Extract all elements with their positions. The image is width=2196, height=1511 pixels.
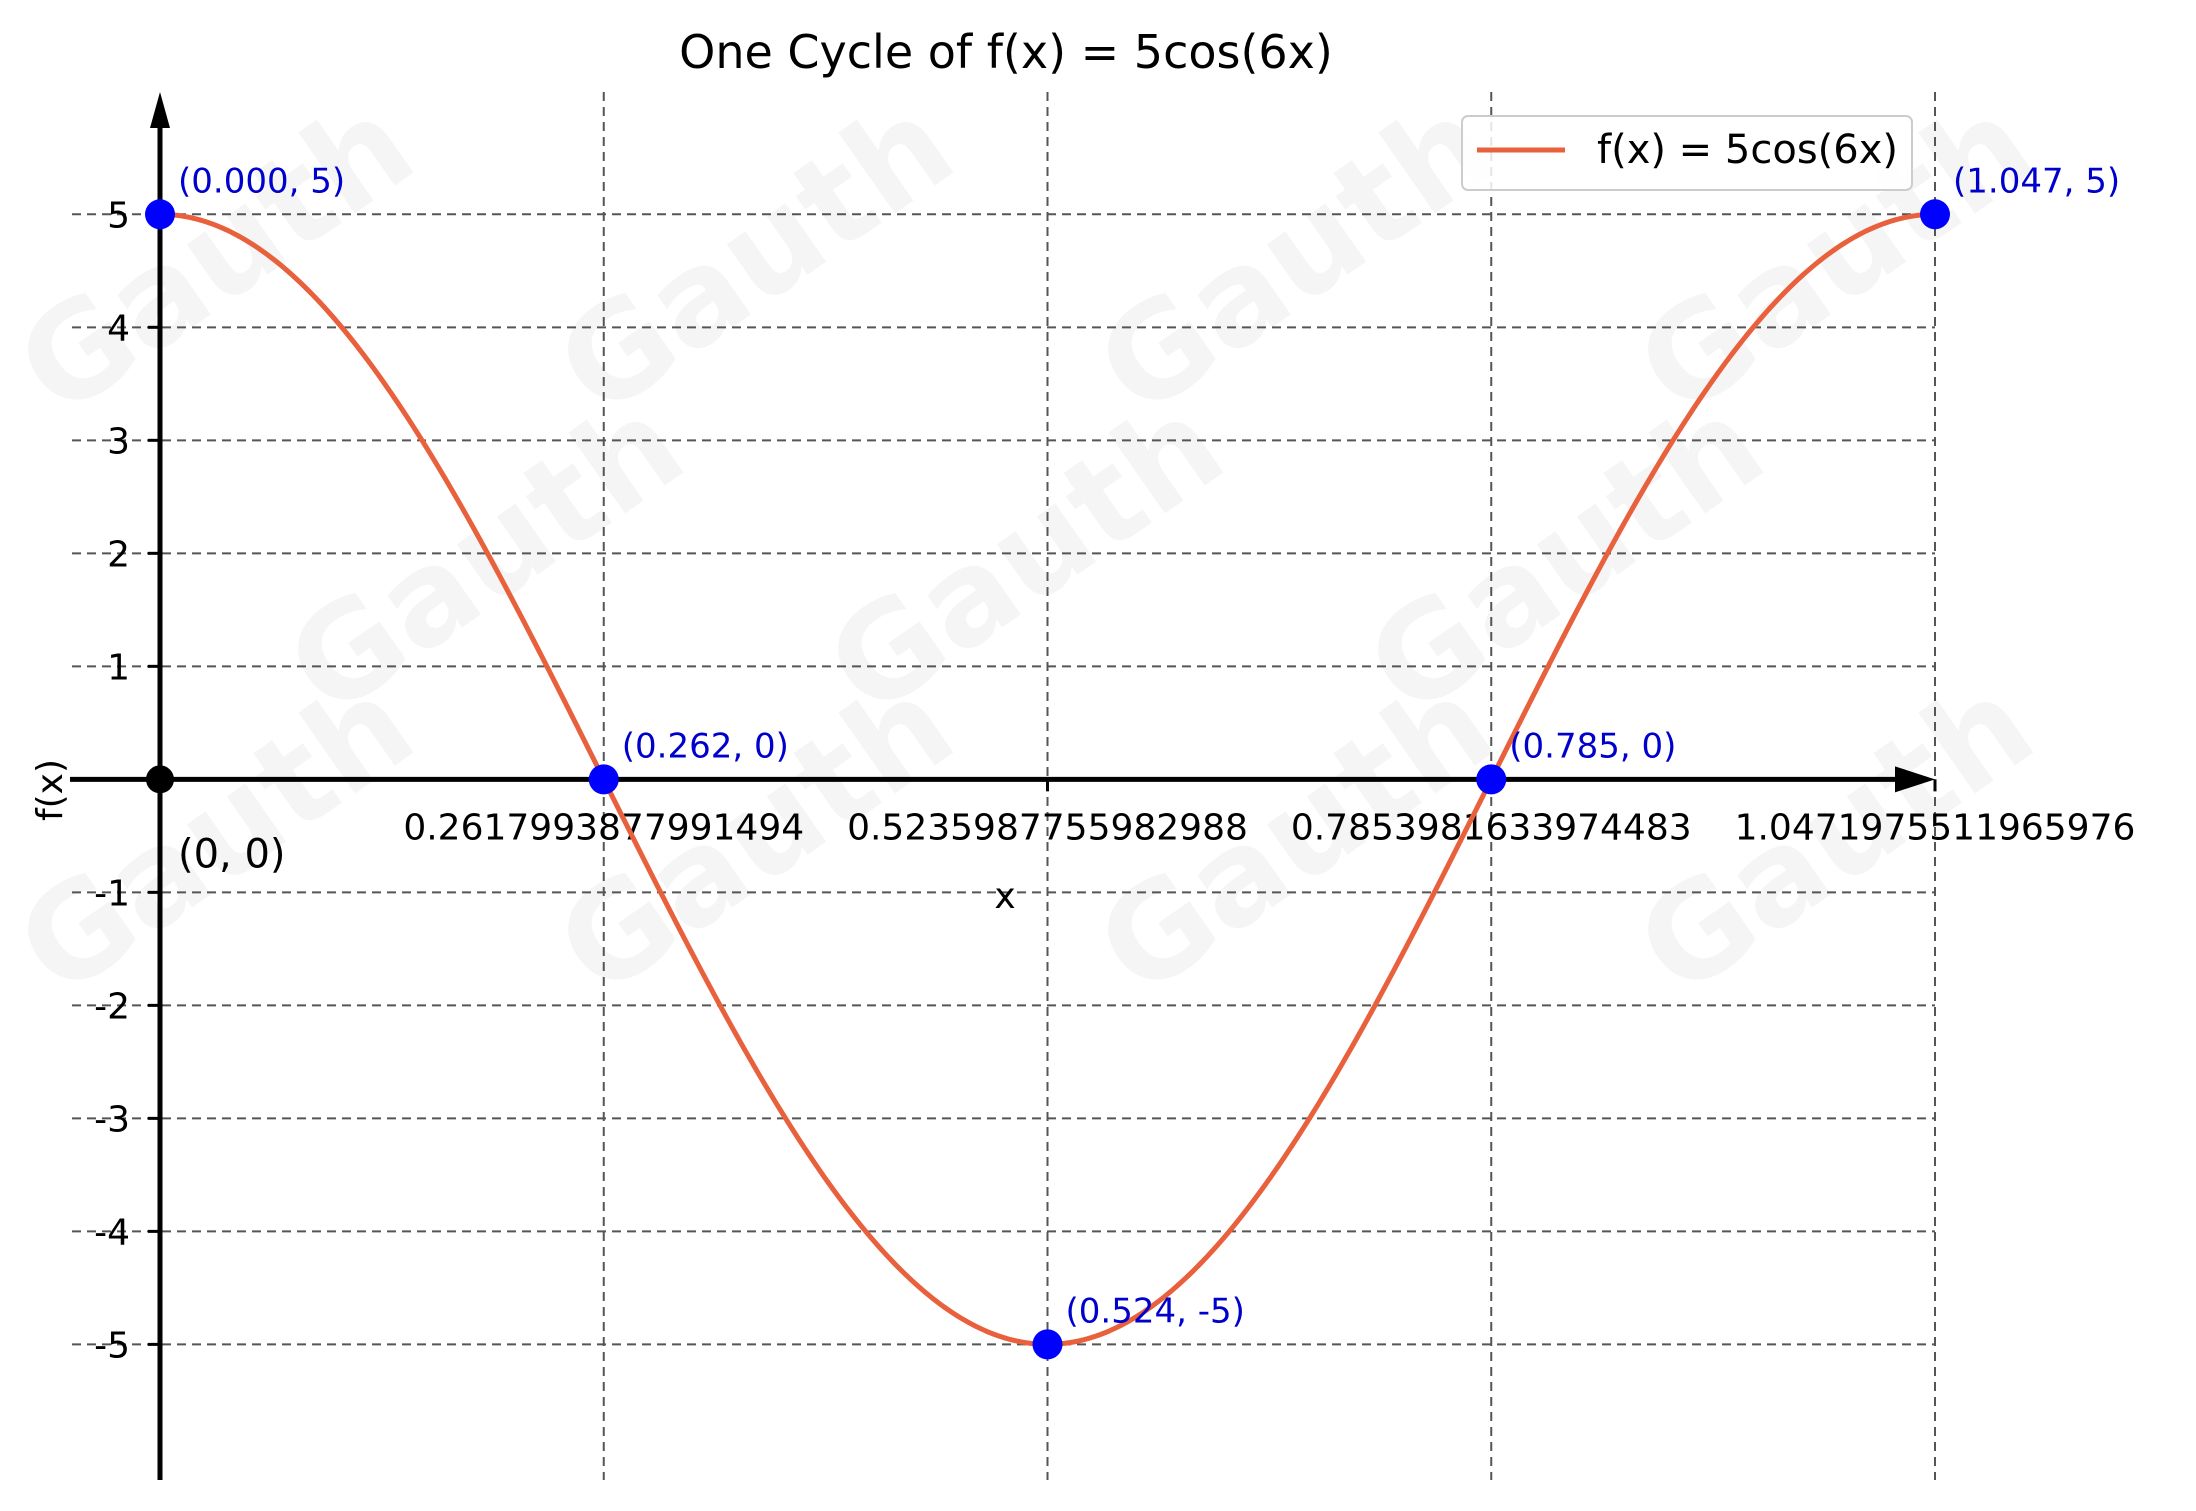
watermark-9: Gauth [801,368,1250,746]
key-point-label-3: (0.785, 0) [1509,726,1676,766]
y-tick-label-1: -1 [94,873,130,914]
x-tick-labels: 0.2617993877991494 0.5235987755982988 0.78… [403,807,2135,848]
y-tick-label-5: 5 [107,195,130,236]
x-tick-label-1-0471975511965976: 1.0471975511965976 [1735,807,2136,848]
x-axis-arrow [1895,766,1935,793]
origin-label: (0, 0) [178,831,286,877]
y-tick-label-3: 3 [107,421,130,462]
origin-point [146,765,174,794]
y-tick-label-2: 2 [107,534,130,575]
key-point-label-4: (1.047, 5) [1953,161,2120,201]
y-tick-label-4: -4 [94,1212,130,1253]
legend: f(x) = 5cos(6x) [1461,115,1913,191]
x-tick-label-0-7853981633974483: 0.7853981633974483 [1291,807,1692,848]
key-point-0 [145,199,175,230]
y-tick-labels: 5 4 3 2 1 -1 -2 -3 -4 -5 [94,195,130,1366]
key-point-2 [1032,1329,1063,1360]
key-point-3 [1476,764,1507,795]
y-tick-label-2: -2 [94,986,130,1027]
axes [70,92,1937,1480]
key-point-label-0: (0.000, 5) [178,161,345,201]
key-point-1 [588,764,619,795]
chart-title: One Cycle of f(x) = 5cos(6x) [679,25,1333,79]
y-tick-label-4: 4 [107,308,130,349]
y-tick-label-3: -3 [94,1099,130,1140]
y-tick-label-5: -5 [94,1325,130,1366]
y-axis-label: f(x) [30,759,71,821]
key-point-labels: (0.000, 5) (0.262, 0) (0.524, -5) (0.785, 0… [178,161,2120,1331]
y-tick-label-1: 1 [107,647,130,688]
key-point-4 [1920,199,1950,230]
watermark-10: Gauth [1341,368,1790,746]
x-tick-label-0-5235987755982988: 0.5235987755982988 [847,807,1248,848]
legend-label-f-of-x: f(x) = 5cos(6x) [1597,127,1898,173]
watermark-0: Gauth [0,68,440,446]
legend-box [1461,115,1913,191]
x-axis-label: x [994,876,1015,917]
key-points [145,199,1950,1360]
x-tick-label-0-2617993877991494: 0.2617993877991494 [403,807,804,848]
key-point-label-1: (0.262, 0) [622,726,789,766]
y-axis-arrow [150,92,170,128]
watermark-8: Gauth [261,368,710,746]
key-point-label-2: (0.524, -5) [1066,1291,1245,1331]
watermarks: GauthGauthGauthGauthGauthGauthGauthGauth… [0,68,2060,1026]
